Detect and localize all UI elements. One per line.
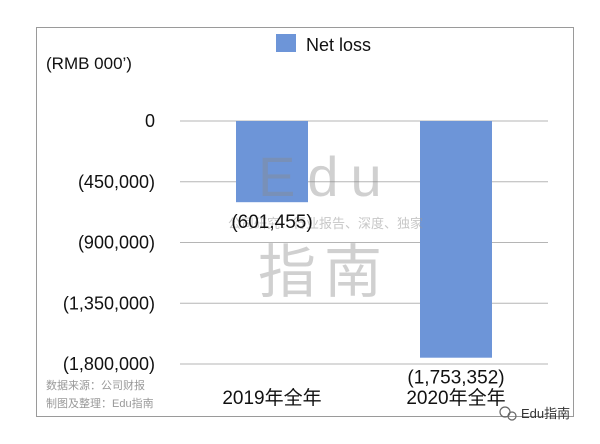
y-tick-label: (1,800,000) — [63, 354, 155, 374]
legend: Net loss — [276, 34, 371, 55]
y-tick-label: (900,000) — [78, 233, 155, 253]
legend-label: Net loss — [306, 35, 371, 55]
channel-badge-label: Edu指南 — [521, 406, 570, 421]
unit-label: (RMB 000’) — [46, 54, 132, 73]
data-label-2: (1,753,352) — [407, 368, 504, 389]
legend-swatch — [276, 34, 296, 52]
source-note-line-2: 制图及整理：Edu指南 — [46, 396, 154, 410]
y-tick-label: (450,000) — [78, 172, 155, 192]
bar-2 — [420, 121, 492, 358]
data-label-1: (601,455) — [231, 212, 312, 233]
x-tick-label-2: 2020年全年 — [406, 387, 505, 409]
y-tick-label: (1,350,000) — [63, 293, 155, 313]
watermark-edu: Edu — [258, 145, 394, 208]
x-tick-label-1: 2019年全年 — [222, 387, 321, 409]
watermark-tagline: 公司研究、行业报告、深度、独家 — [228, 216, 423, 231]
channel-badge: Edu指南 — [499, 406, 570, 421]
watermark-zhinan: 指南 — [258, 240, 390, 305]
source-note-line-1: 数据来源：公司财报 — [46, 378, 145, 392]
bar-1 — [236, 121, 308, 203]
wechat-icon-bubble — [507, 411, 517, 421]
y-tick-label: 0 — [145, 111, 155, 131]
